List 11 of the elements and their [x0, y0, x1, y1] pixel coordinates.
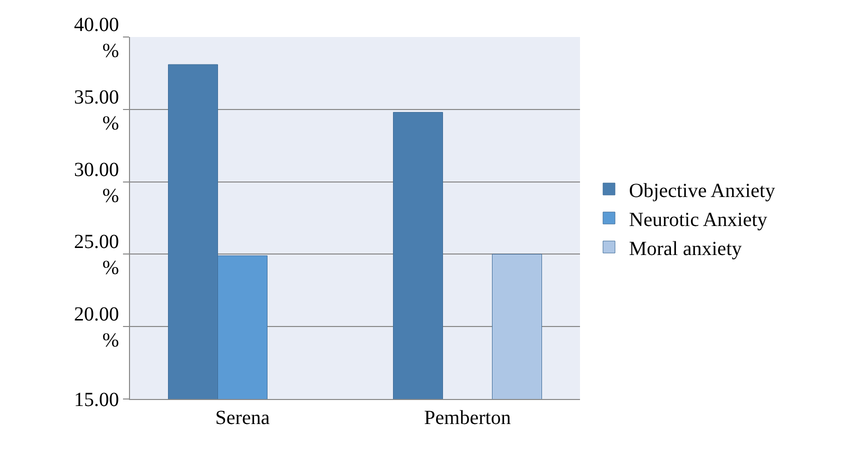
- x-tick-label: Serena: [215, 407, 270, 429]
- y-tick-label: 40.00 %: [74, 14, 119, 62]
- y-tick-label: 30.00 %: [74, 158, 119, 207]
- y-tick-label: 15.00: [74, 389, 119, 411]
- y-tick-label: 25.00 %: [74, 231, 119, 280]
- legend-label: Moral anxiety: [629, 238, 742, 260]
- y-tick-label: 35.00 %: [74, 86, 119, 134]
- y-tick-label: 20.00 %: [74, 304, 119, 352]
- legend-label: Objective Anxiety: [629, 180, 776, 202]
- x-tick-label: Pemberton: [424, 407, 511, 429]
- legend-label: Neurotic Anxiety: [629, 208, 768, 231]
